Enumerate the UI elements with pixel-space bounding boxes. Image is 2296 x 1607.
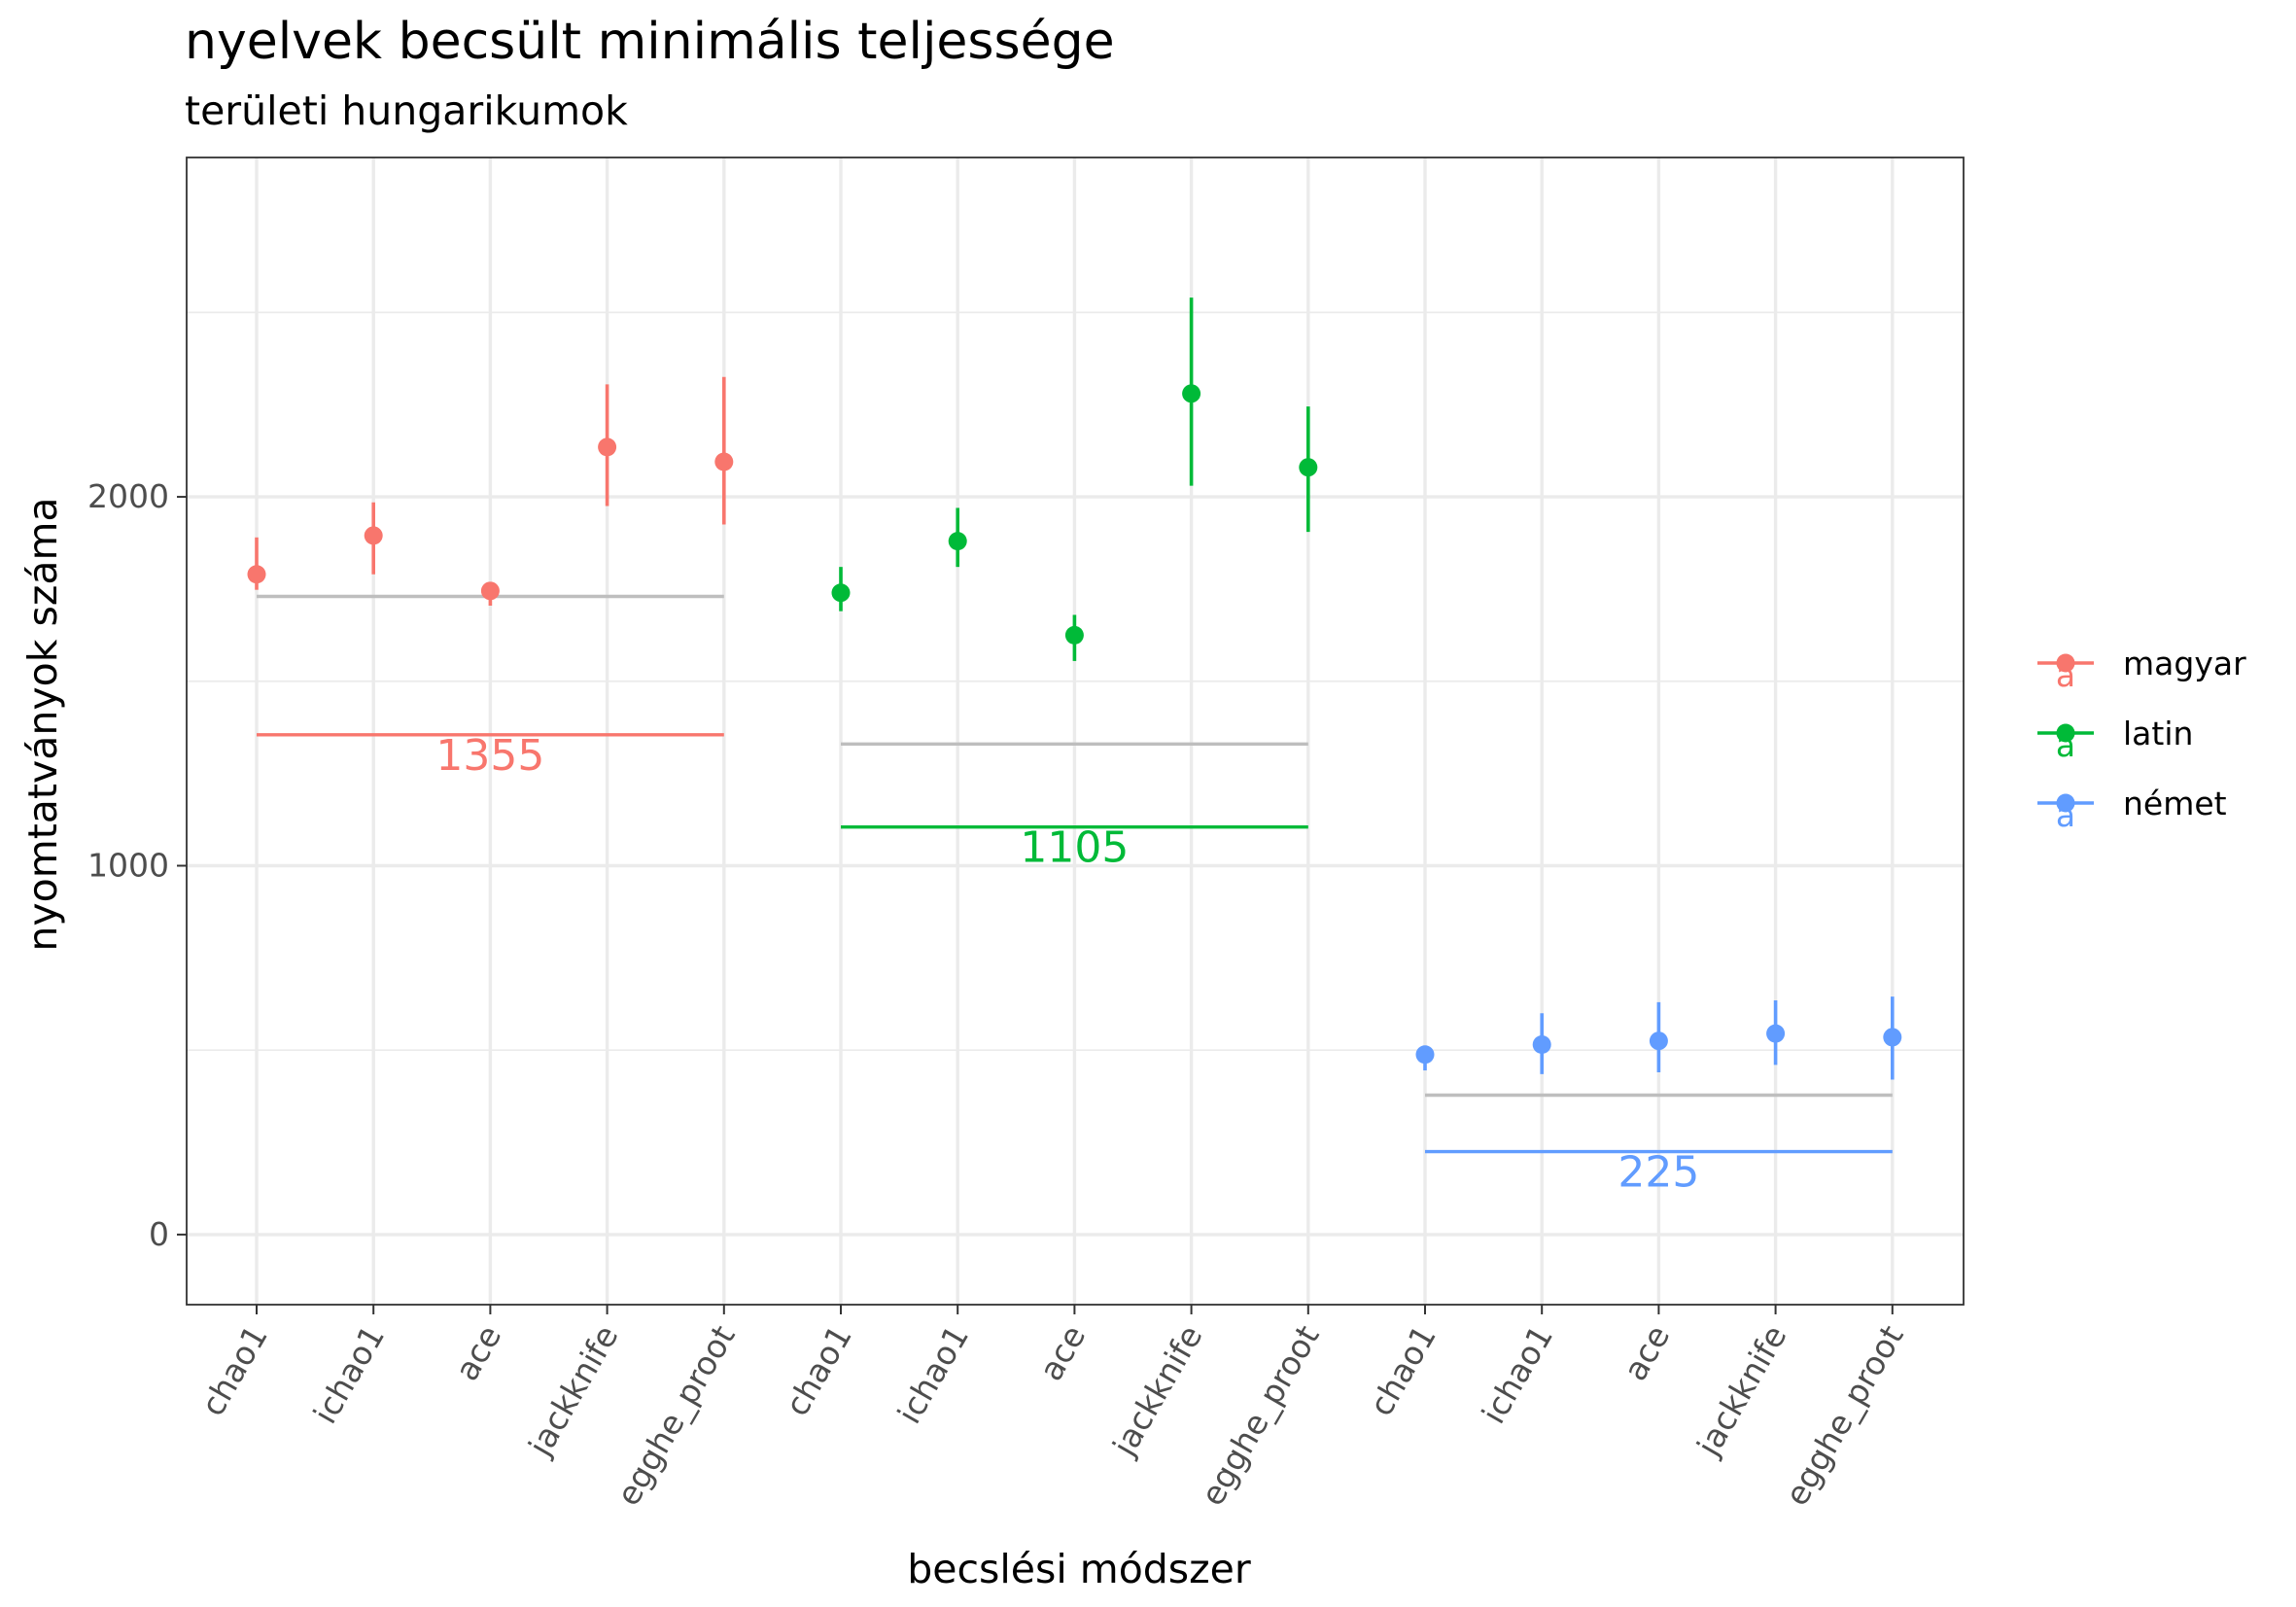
y-tick-label: 0 xyxy=(149,1215,169,1253)
x-tick-label: ichao1 xyxy=(306,1319,393,1430)
legend-text-glyph: a xyxy=(2056,726,2075,764)
legend-label: német xyxy=(2123,785,2227,822)
x-tick-label: chao1 xyxy=(193,1319,275,1423)
legend-point xyxy=(2056,653,2075,673)
data-point xyxy=(1766,1024,1786,1043)
observed-label: 1105 xyxy=(1020,823,1129,873)
x-tick-label: ace xyxy=(1616,1319,1677,1387)
data-point xyxy=(1532,1035,1551,1055)
plot-panel xyxy=(187,157,1964,1305)
data-point xyxy=(1299,458,1318,477)
x-tick-label: chao1 xyxy=(778,1319,859,1423)
data-point xyxy=(1415,1045,1435,1065)
x-tick-label: ace xyxy=(1031,1319,1093,1387)
y-tick-label: 2000 xyxy=(87,477,169,515)
x-tick-label: chao1 xyxy=(1362,1319,1444,1423)
data-point xyxy=(598,437,617,457)
data-point xyxy=(948,532,967,551)
observed-label: 1355 xyxy=(435,731,544,781)
x-tick-label: egghe_proot xyxy=(609,1318,742,1512)
data-point xyxy=(1883,1028,1902,1047)
legend-text-glyph: a xyxy=(2056,796,2075,834)
data-point xyxy=(1649,1031,1668,1051)
data-point xyxy=(1182,384,1201,403)
x-axis-title: becslési módszer xyxy=(907,1546,1251,1592)
x-tick-label: jackknife xyxy=(1104,1319,1209,1463)
observed-label: 225 xyxy=(1618,1148,1699,1198)
legend: a magyar a latin a német xyxy=(2037,645,2246,834)
chart-title: nyelvek becsült minimális teljessége xyxy=(185,13,1115,71)
legend-entry: a latin xyxy=(2037,715,2193,764)
legend-text-glyph: a xyxy=(2056,656,2075,694)
legend-entry: a német xyxy=(2037,785,2227,834)
legend-entry: a magyar xyxy=(2037,645,2246,694)
data-point xyxy=(714,452,734,472)
data-point xyxy=(247,565,266,584)
x-tick-label: ichao1 xyxy=(890,1319,977,1430)
legend-label: magyar xyxy=(2123,645,2246,682)
x-tick-label: egghe_proot xyxy=(1193,1318,1326,1512)
legend-label: latin xyxy=(2123,715,2193,752)
legend-point xyxy=(2056,793,2075,813)
x-tick-label: ace xyxy=(447,1319,508,1387)
legend-point xyxy=(2056,723,2075,743)
y-axis-title: nyomtatványok száma xyxy=(19,497,66,951)
data-marks: 1355 1105 225 xyxy=(247,297,1902,1198)
data-point xyxy=(1064,625,1084,645)
x-tick-label: ichao1 xyxy=(1475,1319,1561,1430)
data-point xyxy=(831,583,851,603)
data-point xyxy=(364,526,383,545)
data-point xyxy=(480,581,500,601)
x-tick-label: jackknife xyxy=(520,1319,625,1463)
y-tick-label: 1000 xyxy=(87,846,169,884)
chart-subtitle: területi hungarikumok xyxy=(185,87,628,134)
x-tick-label: egghe_proot xyxy=(1777,1318,1910,1512)
x-tick-label: jackknife xyxy=(1688,1319,1793,1463)
